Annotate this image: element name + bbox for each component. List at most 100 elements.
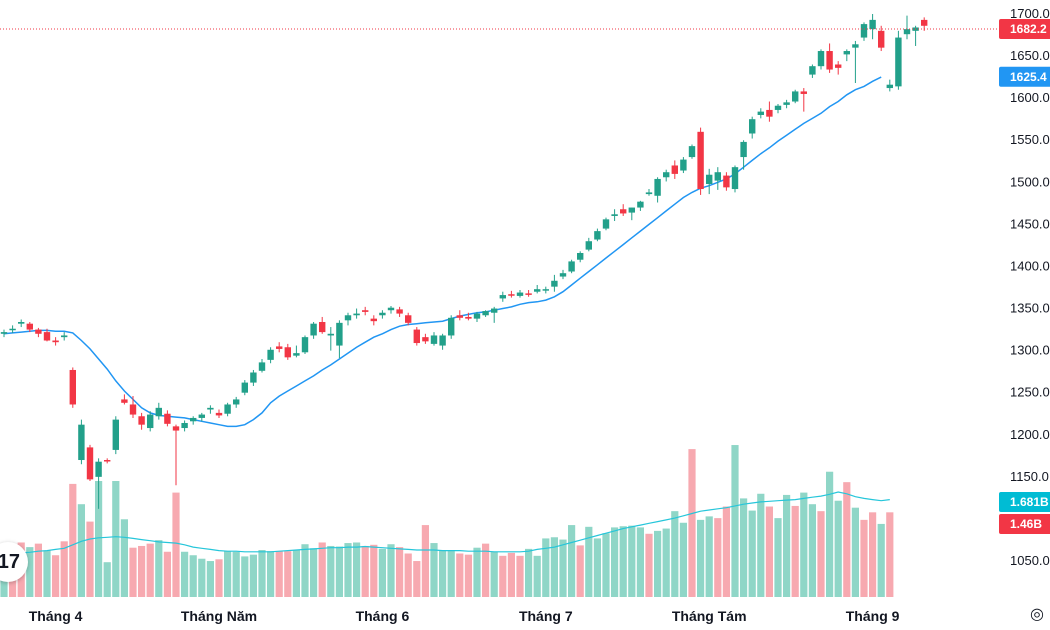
candle-body <box>551 280 558 287</box>
candle <box>95 458 102 509</box>
candle-body <box>155 407 162 417</box>
volume-bar <box>843 482 851 597</box>
volume-bar <box>413 561 421 597</box>
candle-body <box>671 165 678 174</box>
volume-bar <box>877 523 885 597</box>
candle <box>164 410 171 427</box>
candle-body <box>826 51 833 70</box>
candle <box>559 269 567 280</box>
candle <box>387 306 395 314</box>
candle <box>172 424 180 486</box>
candles <box>0 14 928 509</box>
volume-bar <box>146 543 154 597</box>
candle-body <box>921 19 928 26</box>
candle <box>697 127 704 195</box>
candle <box>878 25 885 52</box>
candle-body <box>706 174 713 184</box>
volume-bar <box>310 548 318 597</box>
volume-bar <box>189 555 197 597</box>
candle-body <box>78 424 85 461</box>
candle <box>688 144 696 159</box>
candle-body <box>293 353 300 356</box>
candle <box>680 157 687 174</box>
candle-body <box>525 293 532 295</box>
volume-bar <box>636 527 644 597</box>
candle <box>663 169 670 182</box>
volume-bar <box>103 562 111 597</box>
candle <box>499 291 506 302</box>
candle-body <box>792 91 799 102</box>
tradingview-logo[interactable]: 17 <box>0 542 28 582</box>
candle <box>706 168 713 195</box>
volume-bar <box>430 543 438 597</box>
candle <box>860 22 868 41</box>
candle-body <box>731 167 739 190</box>
candle <box>594 228 601 242</box>
candle <box>0 329 8 338</box>
candle <box>61 332 68 341</box>
candle <box>207 405 214 414</box>
gear-icon[interactable]: ◎ <box>1030 604 1044 623</box>
candle-body <box>430 335 438 344</box>
price-tick-label: 1250.0 <box>1010 385 1050 400</box>
volume-bar <box>851 507 859 597</box>
candle-body <box>224 404 231 414</box>
last-price-tag: 1682.2 <box>999 18 1050 39</box>
candle-body <box>172 426 180 431</box>
candle <box>491 306 498 323</box>
candle-body <box>138 416 145 425</box>
candle-body <box>817 51 825 67</box>
time-tick-label: Tháng Năm <box>181 608 257 624</box>
candle-body <box>783 102 790 105</box>
volume-bar <box>671 511 679 597</box>
volume-bar <box>439 550 447 597</box>
volume-bars <box>0 445 894 597</box>
volume-bar <box>258 550 266 597</box>
volume-bar <box>774 518 782 597</box>
volume-bar <box>292 550 300 597</box>
time-axis[interactable]: Tháng 4 Tháng Năm Tháng 6 Tháng 7 Tháng Tám T… <box>29 608 900 624</box>
candle-body <box>215 412 223 416</box>
volume-bar <box>791 505 799 597</box>
volume-bar <box>542 538 550 597</box>
candle-body <box>568 261 575 272</box>
volume-bar <box>473 547 481 597</box>
candle-body <box>637 201 644 208</box>
volume-bar <box>404 553 412 597</box>
volume-bar <box>817 511 825 597</box>
volume-bar <box>215 559 223 597</box>
candle <box>568 259 575 274</box>
price-axis[interactable]: 1700.0 1650.0 1600.0 1550.0 1500.0 1450.0 1400… <box>1010 6 1050 568</box>
candle <box>740 140 747 170</box>
candle <box>86 444 94 482</box>
candle <box>749 116 756 139</box>
candle-body <box>757 111 764 115</box>
candle <box>327 327 334 351</box>
time-tick-label: Tháng Tám <box>672 608 747 624</box>
candle-body <box>585 241 592 250</box>
candle <box>35 327 42 338</box>
volume-bar <box>533 555 541 597</box>
volume-bar <box>361 545 369 597</box>
candle <box>78 419 85 465</box>
candle-body <box>688 146 696 158</box>
candle <box>809 64 816 78</box>
volume-bar <box>550 537 558 597</box>
candle-body <box>344 315 352 321</box>
price-tick-label: 1450.0 <box>1010 216 1050 231</box>
candle-body <box>860 24 868 38</box>
candle-body <box>620 209 627 214</box>
candle-body <box>852 44 859 48</box>
price-tick-label: 1700.0 <box>1010 6 1050 21</box>
candle <box>852 40 859 84</box>
volume-bar <box>95 481 103 597</box>
volume-bar <box>568 525 576 597</box>
candle <box>258 359 266 373</box>
candle <box>370 315 377 326</box>
volume-bar <box>705 516 713 597</box>
volume-bar <box>267 551 275 597</box>
candle-body <box>542 289 549 291</box>
ma-price-tag: 1625.4 <box>999 66 1050 87</box>
volume-ma-tag-text: 1.681B <box>1010 495 1049 509</box>
